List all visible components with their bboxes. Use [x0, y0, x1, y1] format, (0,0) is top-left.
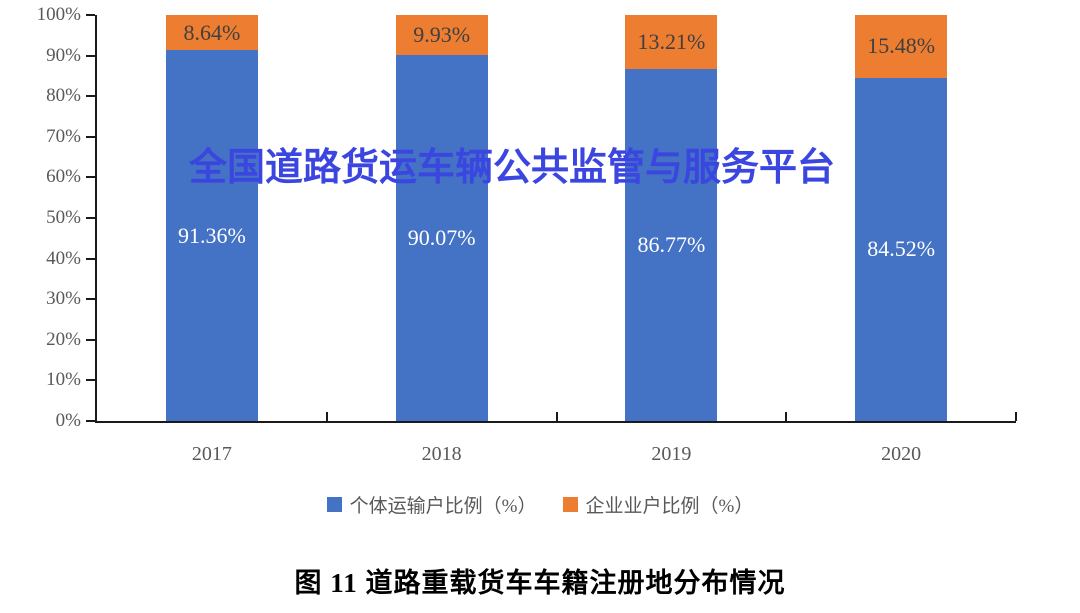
bar-segment-enterprise: 8.64%: [165, 15, 258, 51]
bar-data-label: 8.64%: [183, 19, 241, 45]
y-axis-tick-label: 100%: [36, 4, 81, 25]
y-axis-tick-label: 30%: [46, 288, 81, 310]
bar-column: 15.48% 84.52%: [855, 15, 948, 421]
y-axis-tick: [86, 298, 95, 301]
legend-item: 企业业户比例（%）: [562, 491, 754, 518]
bar-segment-enterprise: 9.93%: [395, 15, 488, 56]
x-axis-tick: [785, 412, 788, 421]
bar-data-label: 9.93%: [413, 22, 471, 48]
y-axis-tick-label: 90%: [46, 44, 81, 66]
y-axis-tick: [86, 95, 95, 98]
y-axis-tick: [86, 257, 95, 260]
y-axis-tick: [86, 379, 95, 382]
bar-column: 9.93% 90.07%: [395, 15, 488, 421]
watermark-text: 全国道路货运车辆公共监管与服务平台: [189, 147, 836, 189]
y-axis-tick-label: 60%: [46, 166, 81, 188]
y-axis-tick-label: 70%: [46, 125, 81, 147]
x-axis-category-label: 2018: [421, 443, 462, 465]
y-axis-tick-label: 20%: [46, 328, 81, 350]
y-axis-line: [95, 15, 97, 423]
bar-column: 8.64% 91.36%: [165, 15, 258, 421]
y-axis-tick: [86, 217, 95, 219]
x-axis-category-label: 2020: [881, 443, 922, 465]
y-axis-tick-label: 50%: [46, 207, 81, 228]
figure-caption: 图 11 道路重载货车车籍注册地分布情况: [294, 568, 786, 598]
y-axis-tick: [86, 420, 95, 422]
y-axis-tick-label: 10%: [46, 369, 81, 391]
legend-swatch: [326, 497, 342, 512]
bar-segment-individual: 90.07%: [395, 55, 488, 421]
bar-data-label: 84.52%: [867, 236, 936, 262]
x-axis-tick: [325, 412, 328, 421]
y-axis-tick: [86, 54, 95, 57]
bar-segment-individual: 84.52%: [855, 77, 948, 421]
y-axis-tick-label: 80%: [46, 85, 81, 107]
y-axis-tick: [86, 338, 95, 341]
bar-data-label: 90.07%: [407, 225, 476, 251]
x-axis-tick: [555, 412, 558, 421]
legend-label: 个体运输户比例（%）: [349, 496, 537, 517]
x-axis-tick: [1015, 412, 1017, 421]
chart-legend: 个体运输户比例（%） 企业业户比例（%）: [0, 491, 1080, 518]
y-axis-tick-label: 0%: [55, 410, 81, 431]
bar-data-label: 13.21%: [637, 28, 706, 54]
y-axis-tick: [86, 14, 95, 16]
bar-segment-individual: 86.77%: [625, 68, 718, 421]
y-axis-tick: [86, 176, 95, 179]
x-axis-line: [95, 421, 1016, 423]
bar-segment-individual: 91.36%: [165, 50, 258, 421]
legend-label: 企业业户比例（%）: [585, 496, 754, 517]
bar-segment-enterprise: 15.48%: [855, 15, 948, 78]
legend-item: 个体运输户比例（%）: [326, 491, 537, 518]
bar-data-label: 15.48%: [867, 33, 936, 59]
y-axis-tick: [86, 135, 95, 138]
x-axis-category-label: 2019: [651, 443, 692, 465]
bar-data-label: 91.36%: [177, 222, 246, 248]
bar-column: 13.21% 86.77%: [625, 15, 718, 421]
legend-swatch: [562, 497, 578, 512]
x-axis-category-label: 2017: [191, 443, 232, 465]
y-axis-tick-label: 40%: [46, 247, 81, 269]
bar-data-label: 86.77%: [637, 231, 706, 257]
bar-segment-enterprise: 13.21%: [625, 15, 718, 69]
